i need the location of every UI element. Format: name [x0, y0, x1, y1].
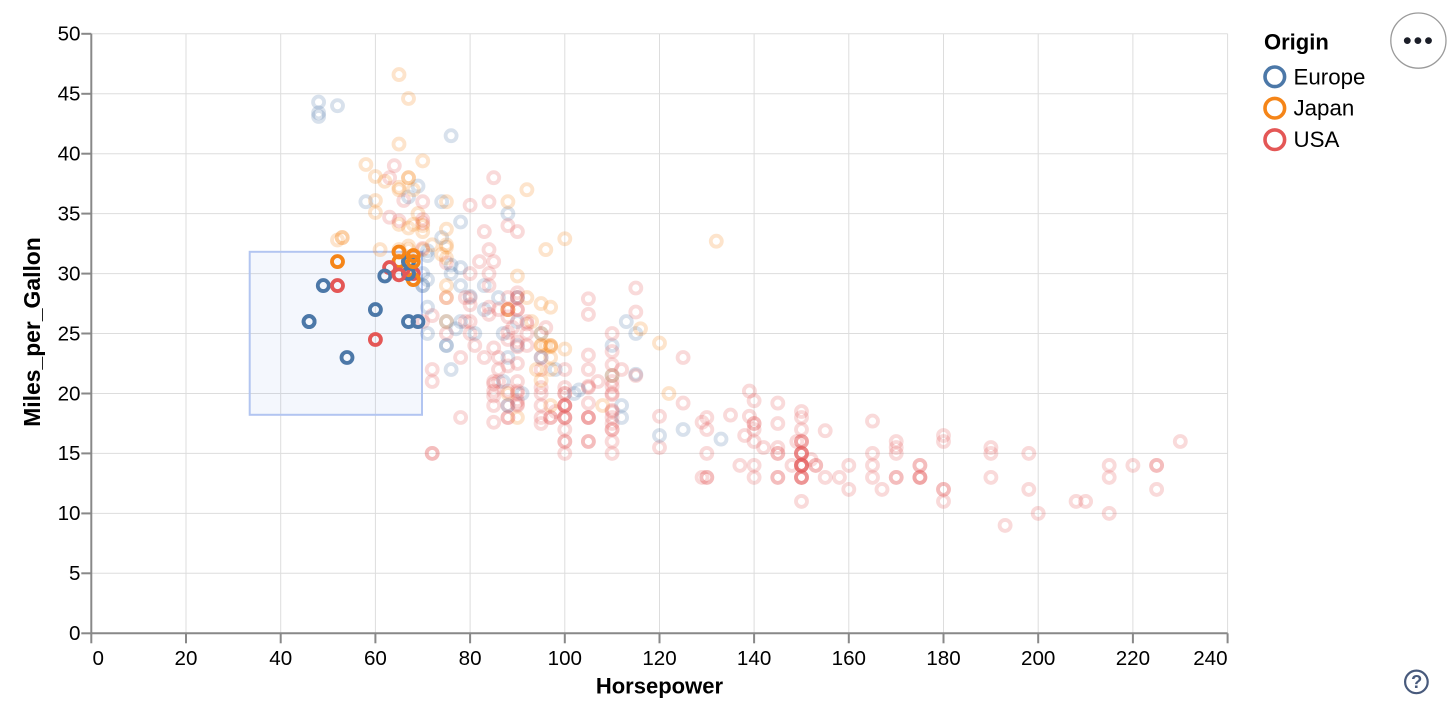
svg-text:0: 0 [93, 647, 104, 670]
svg-text:20: 20 [58, 382, 81, 405]
svg-text:220: 220 [1116, 647, 1150, 670]
svg-text:240: 240 [1193, 647, 1227, 670]
svg-text:140: 140 [737, 647, 771, 670]
svg-text:100: 100 [548, 647, 582, 670]
svg-text:Europe: Europe [1294, 64, 1366, 89]
svg-text:25: 25 [58, 322, 81, 345]
svg-text:0: 0 [69, 622, 80, 645]
svg-text:5: 5 [69, 562, 80, 585]
svg-text:160: 160 [832, 647, 866, 670]
svg-text:?: ? [1411, 671, 1422, 692]
svg-text:50: 50 [58, 23, 81, 46]
svg-text:40: 40 [269, 647, 292, 670]
svg-text:35: 35 [58, 202, 81, 225]
svg-text:20: 20 [175, 647, 198, 670]
svg-text:Japan: Japan [1294, 96, 1355, 121]
svg-text:Horsepower: Horsepower [596, 674, 724, 699]
svg-text:180: 180 [926, 647, 960, 670]
svg-text:USA: USA [1294, 127, 1340, 152]
svg-text:Miles_per_Gallon: Miles_per_Gallon [19, 237, 45, 427]
svg-text:40: 40 [58, 143, 81, 166]
svg-text:15: 15 [58, 442, 81, 465]
svg-text:120: 120 [642, 647, 676, 670]
svg-text:80: 80 [459, 647, 482, 670]
svg-text:45: 45 [58, 83, 81, 106]
svg-text:30: 30 [58, 262, 81, 285]
svg-text:10: 10 [58, 502, 81, 525]
svg-text:200: 200 [1021, 647, 1055, 670]
svg-text:60: 60 [364, 647, 387, 670]
svg-text:Origin: Origin [1264, 29, 1329, 54]
